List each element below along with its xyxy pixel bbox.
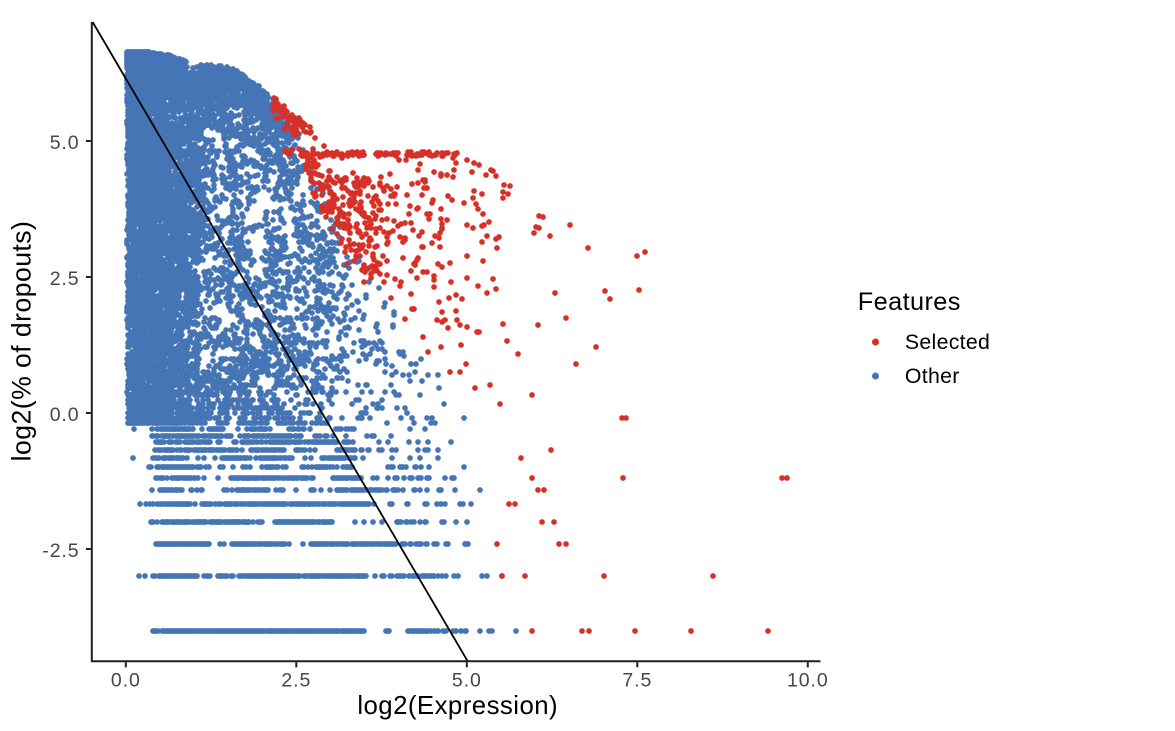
svg-text:Selected: Selected [905,330,990,354]
svg-text:2.5: 2.5 [281,670,311,692]
svg-text:10.0: 10.0 [787,670,829,692]
svg-text:0.0: 0.0 [111,670,141,692]
svg-text:5.0: 5.0 [452,670,482,692]
svg-text:Other: Other [905,364,960,388]
svg-text:5.0: 5.0 [50,132,80,154]
svg-text:Features: Features [858,288,961,316]
svg-text:log2(% of dropouts): log2(% of dropouts) [7,221,37,462]
svg-text:0.0: 0.0 [50,404,80,426]
svg-text:7.5: 7.5 [622,670,652,692]
svg-text:-2.5: -2.5 [42,540,79,562]
svg-text:2.5: 2.5 [50,268,80,290]
svg-text:log2(Expression): log2(Expression) [357,692,558,720]
